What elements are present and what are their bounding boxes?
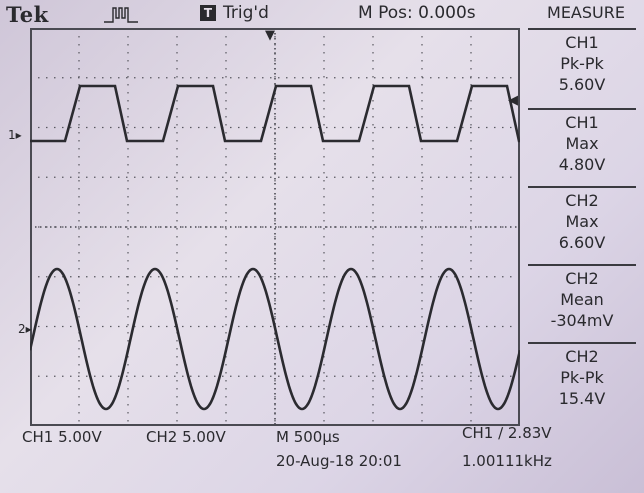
measure-value: 15.4V [558,389,606,408]
measure-channel: CH1 [565,113,599,132]
trigger-status: Trig'd [223,3,269,23]
trigger-badge: T [200,5,216,21]
measure-type: Pk-Pk [560,54,604,73]
measure-type: Max [565,212,599,231]
measure-menu-title[interactable]: MEASURE [547,3,625,22]
ch1-waveform [30,84,520,143]
brand-logo: Tek [6,2,49,27]
ch2-waveform [30,267,520,411]
measure-channel: CH2 [565,347,599,366]
ch2-ground-marker: 2▸ [18,322,32,336]
measure-slot-1[interactable]: CH1 Pk-Pk 5.60V [528,28,636,110]
ch2-marker-label: 2 [18,322,26,336]
measure-channel: CH2 [565,191,599,210]
measure-value: 5.60V [558,75,606,94]
measure-type: Max [565,134,599,153]
measure-value: 4.80V [558,155,606,174]
right-arrow-icon: ▸ [25,322,32,336]
measure-type: Mean [560,290,604,309]
main-position: M Pos: 0.000s [358,3,476,23]
measure-value: 6.60V [558,233,606,252]
measure-slot-4[interactable]: CH2 Mean -304mV [528,264,636,344]
measure-slot-3[interactable]: CH2 Max 6.60V [528,186,636,266]
trigger-time-marker-icon: ▼ [265,28,275,43]
measure-slot-5[interactable]: CH2 Pk-Pk 15.4V [528,342,636,422]
timebase: M 500µs [276,428,340,446]
ch1-marker-label: 1 [8,128,16,142]
measure-value: -304mV [550,311,614,330]
right-arrow-icon: ▸ [15,128,22,142]
measure-channel: CH1 [565,33,599,52]
frequency-readout: 1.00111kHz [462,452,552,470]
measure-slot-2[interactable]: CH1 Max 4.80V [528,108,636,188]
ch1-scale: CH1 5.00V [22,428,102,446]
waveform-display [30,28,520,426]
trigger-level-marker-icon: ◀ [508,93,518,108]
top-status-bar: Tek T Trig'd M Pos: 0.000s MEASURE [0,0,644,28]
date-time: 20-Aug-18 20:01 [276,452,402,470]
measure-channel: CH2 [565,269,599,288]
trigger-setting: CH1 ∕ 2.83V [462,424,552,442]
measure-type: Pk-Pk [560,368,604,387]
ch2-scale: CH2 5.00V [146,428,226,446]
ch1-ground-marker: 1▸ [8,128,22,142]
trigger-pulse-icon [104,7,138,23]
